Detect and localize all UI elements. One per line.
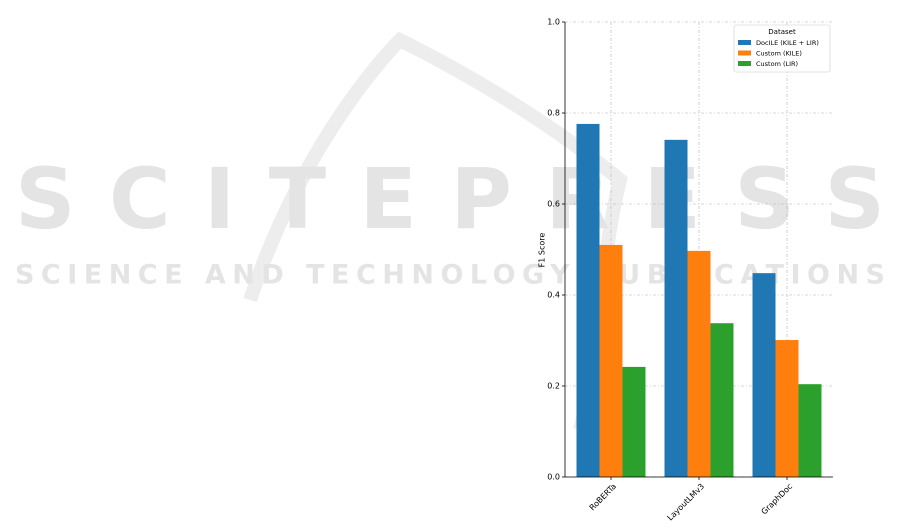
bar [664,139,688,477]
bar [599,244,623,477]
x-tick-label: GraphDoc [760,482,795,517]
bar [576,123,600,478]
bar [775,340,799,477]
bar [622,366,646,477]
legend-swatch [738,40,751,45]
y-tick-label: 0.2 [547,382,560,391]
y-tick-label: 0.0 [547,473,560,482]
y-tick-label: 0.6 [547,200,560,209]
bar [687,250,711,477]
x-tick-label: RoBERTa [588,482,619,513]
y-axis-label: F1 Score [538,233,547,268]
legend-box [733,24,831,73]
legend-label: Custom (LIR) [756,60,798,68]
x-tick-label: LayoutLMv3 [666,482,707,523]
bar [798,384,822,477]
legend-label: Custom (KILE) [756,50,802,58]
y-tick-label: 0.8 [547,109,560,118]
legend-label: DocILE (KILE + LIR) [756,39,819,47]
bar [710,323,734,477]
legend-swatch [738,61,751,66]
legend-swatch [738,50,751,56]
legend-title: Dataset [768,28,796,36]
y-tick-label: 1.0 [547,18,560,27]
y-tick-label: 0.4 [547,291,560,300]
watermark-title: SCITEPRESS [15,150,885,248]
bar [752,273,776,477]
